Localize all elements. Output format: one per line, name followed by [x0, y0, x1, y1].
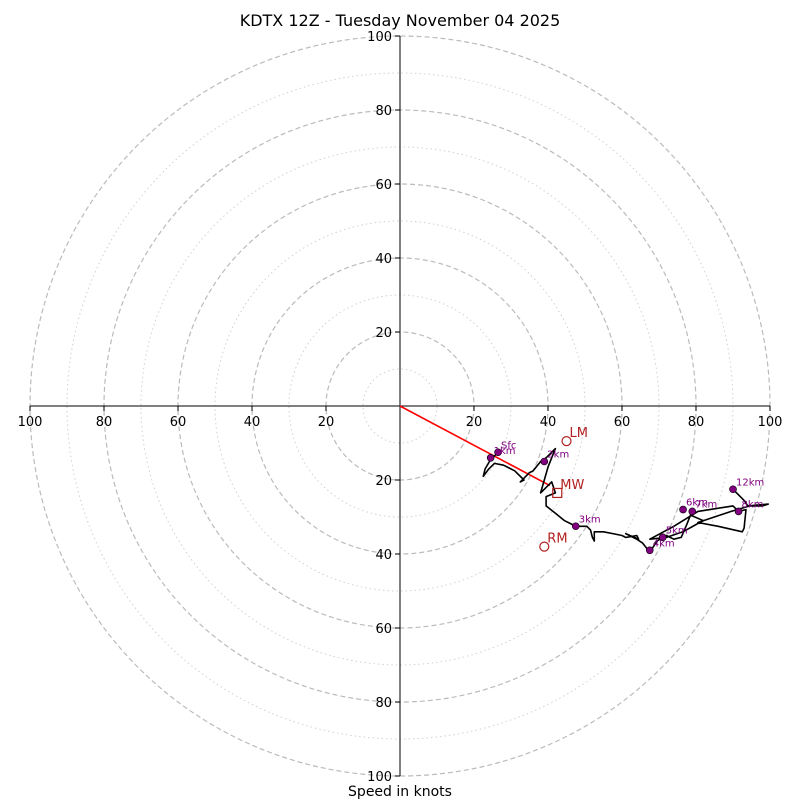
height-marker-2km	[540, 457, 549, 466]
height-marker-12km	[729, 485, 737, 494]
height-label-3km: 3km	[579, 514, 601, 525]
x-tick-label: 40	[540, 415, 557, 430]
storm-marker-RM	[539, 541, 550, 552]
height-marker-4km	[645, 546, 654, 555]
height-marker-1km	[486, 453, 495, 462]
y-tick-label: 60	[375, 178, 392, 193]
chart-title: KDTX 12Z - Tuesday November 04 2025	[240, 11, 561, 30]
height-marker-7km	[688, 507, 697, 516]
height-label-1km: 1km	[494, 446, 516, 457]
storm-marker-LM	[561, 436, 572, 447]
x-axis-label: Speed in knots	[348, 784, 452, 800]
y-tick-label: 60	[375, 622, 392, 637]
x-tick-label: 80	[96, 415, 113, 430]
y-tick-label: 100	[367, 770, 392, 785]
height-label-7km: 7km	[695, 499, 717, 510]
storm-label-MW: MW	[560, 478, 584, 493]
x-tick-label: 60	[170, 415, 187, 430]
x-tick-label: 20	[466, 415, 483, 430]
x-tick-label: 100	[18, 415, 43, 430]
y-tick-label: 100	[367, 30, 392, 45]
x-tick-label: 40	[244, 415, 261, 430]
x-tick-label: 60	[614, 415, 631, 430]
storm-motion-markers: LM MW RM	[539, 426, 588, 552]
height-label-4km: 4km	[653, 538, 675, 549]
mean-wind-vector-layer	[399, 405, 551, 487]
y-tick-label: 20	[375, 474, 392, 489]
storm-label-RM: RM	[547, 532, 567, 547]
height-marker-8km	[734, 507, 743, 516]
y-tick-label: 80	[375, 696, 392, 711]
height-label-2km: 2km	[547, 450, 569, 461]
y-tick-label: 80	[375, 104, 392, 119]
storm-label-LM: LM	[570, 426, 588, 441]
x-tick-label: 20	[318, 415, 335, 430]
height-label-8km: 8km	[742, 499, 764, 510]
storm-marker-MW	[552, 487, 563, 499]
hodograph-trace	[482, 447, 770, 553]
x-tick-label: 100	[758, 415, 783, 430]
height-marker-6km	[679, 505, 687, 514]
mean-wind-vector	[399, 405, 551, 487]
y-tick-label: 20	[375, 326, 392, 341]
height-marker-3km	[571, 522, 580, 531]
height-label-12km: 12km	[736, 477, 764, 488]
height-marker-Sfc	[494, 448, 502, 457]
height-label-5km: 5km	[666, 525, 688, 536]
tick-labels: 100 80 60 40 20 20 40 60 80 100 100 80 60 40 20 20 40 60 8…	[18, 30, 783, 785]
x-tick-label: 80	[688, 415, 705, 430]
y-tick-label: 40	[375, 252, 392, 267]
y-tick-label: 40	[375, 548, 392, 563]
height-marker-5km	[658, 533, 667, 542]
hodograph-trace-layer	[482, 447, 770, 553]
height-label-6km: 6km	[686, 498, 708, 509]
height-label-Sfc: Sfc	[501, 440, 516, 451]
